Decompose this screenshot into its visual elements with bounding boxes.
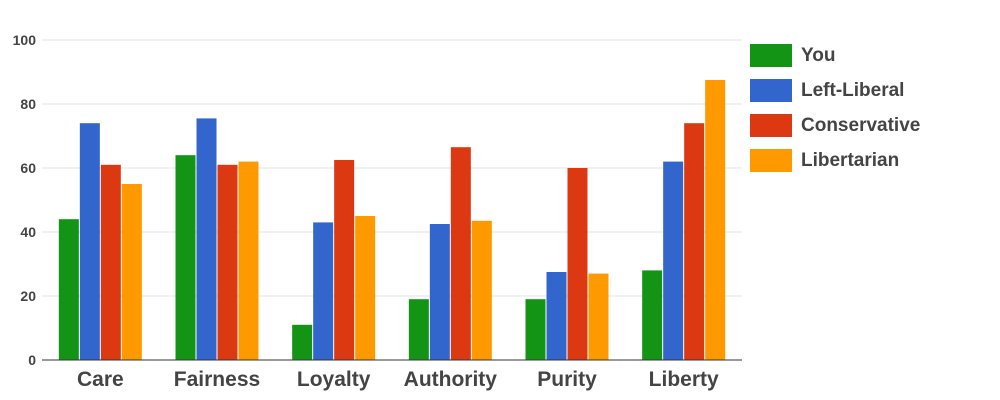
legend-label: Conservative — [801, 114, 921, 136]
bar-conservative-fairness — [217, 164, 238, 360]
bar-you-liberty — [642, 270, 663, 360]
x-tick-label: Purity — [537, 368, 597, 391]
bar-left-liberal-liberty — [663, 161, 684, 360]
gridlines — [42, 39, 742, 297]
y-tick-label: 40 — [20, 224, 36, 240]
bar-libertarian-care — [121, 184, 142, 360]
bar-left-liberal-loyalty — [313, 222, 334, 360]
legend-item: Left-Liberal — [750, 73, 920, 108]
bar-libertarian-fairness — [238, 161, 259, 360]
legend-swatch — [750, 44, 792, 67]
bar-conservative-purity — [567, 168, 588, 360]
legend: You Left-Liberal Conservative Libertarian — [750, 38, 920, 178]
bar-left-liberal-fairness — [196, 118, 217, 361]
bar-conservative-care — [100, 164, 121, 360]
bar-libertarian-authority — [471, 220, 492, 360]
y-tick-label: 20 — [20, 288, 36, 304]
x-tick-label: Loyalty — [297, 368, 371, 391]
legend-swatch — [750, 79, 792, 102]
bar-left-liberal-purity — [546, 272, 567, 360]
bar-you-care — [58, 219, 79, 360]
x-axis-ticks: Care Fairness Loyalty Authority Purity Libert… — [77, 368, 719, 391]
y-tick-label: 100 — [13, 32, 37, 48]
x-tick-label: Authority — [404, 368, 498, 391]
y-tick-label: 0 — [28, 352, 36, 368]
bar-libertarian-purity — [588, 273, 609, 360]
x-tick-label: Fairness — [174, 368, 260, 391]
legend-item: Conservative — [750, 108, 920, 143]
bar-libertarian-loyalty — [355, 216, 376, 360]
bar-libertarian-liberty — [705, 80, 726, 360]
bar-left-liberal-authority — [429, 224, 450, 360]
bar-conservative-authority — [450, 147, 471, 360]
legend-label: Left-Liberal — [801, 79, 905, 101]
bar-you-loyalty — [292, 324, 313, 360]
bar-you-purity — [525, 299, 546, 360]
bar-you-authority — [408, 299, 429, 360]
x-tick-label: Liberty — [649, 368, 719, 391]
y-tick-label: 60 — [20, 160, 36, 176]
bars — [58, 80, 726, 361]
legend-swatch — [750, 114, 792, 137]
y-tick-label: 80 — [20, 96, 36, 112]
legend-swatch — [750, 149, 792, 172]
y-axis-ticks: 0 20 40 60 80 100 — [13, 32, 37, 368]
x-tick-label: Care — [77, 368, 124, 391]
legend-item: Libertarian — [750, 143, 920, 178]
legend-label: You — [801, 44, 836, 66]
bar-conservative-liberty — [684, 123, 705, 360]
bar-left-liberal-care — [79, 123, 100, 360]
legend-item: You — [750, 38, 920, 73]
bar-you-fairness — [175, 155, 196, 360]
bar-conservative-loyalty — [334, 160, 355, 360]
legend-label: Libertarian — [801, 149, 900, 171]
